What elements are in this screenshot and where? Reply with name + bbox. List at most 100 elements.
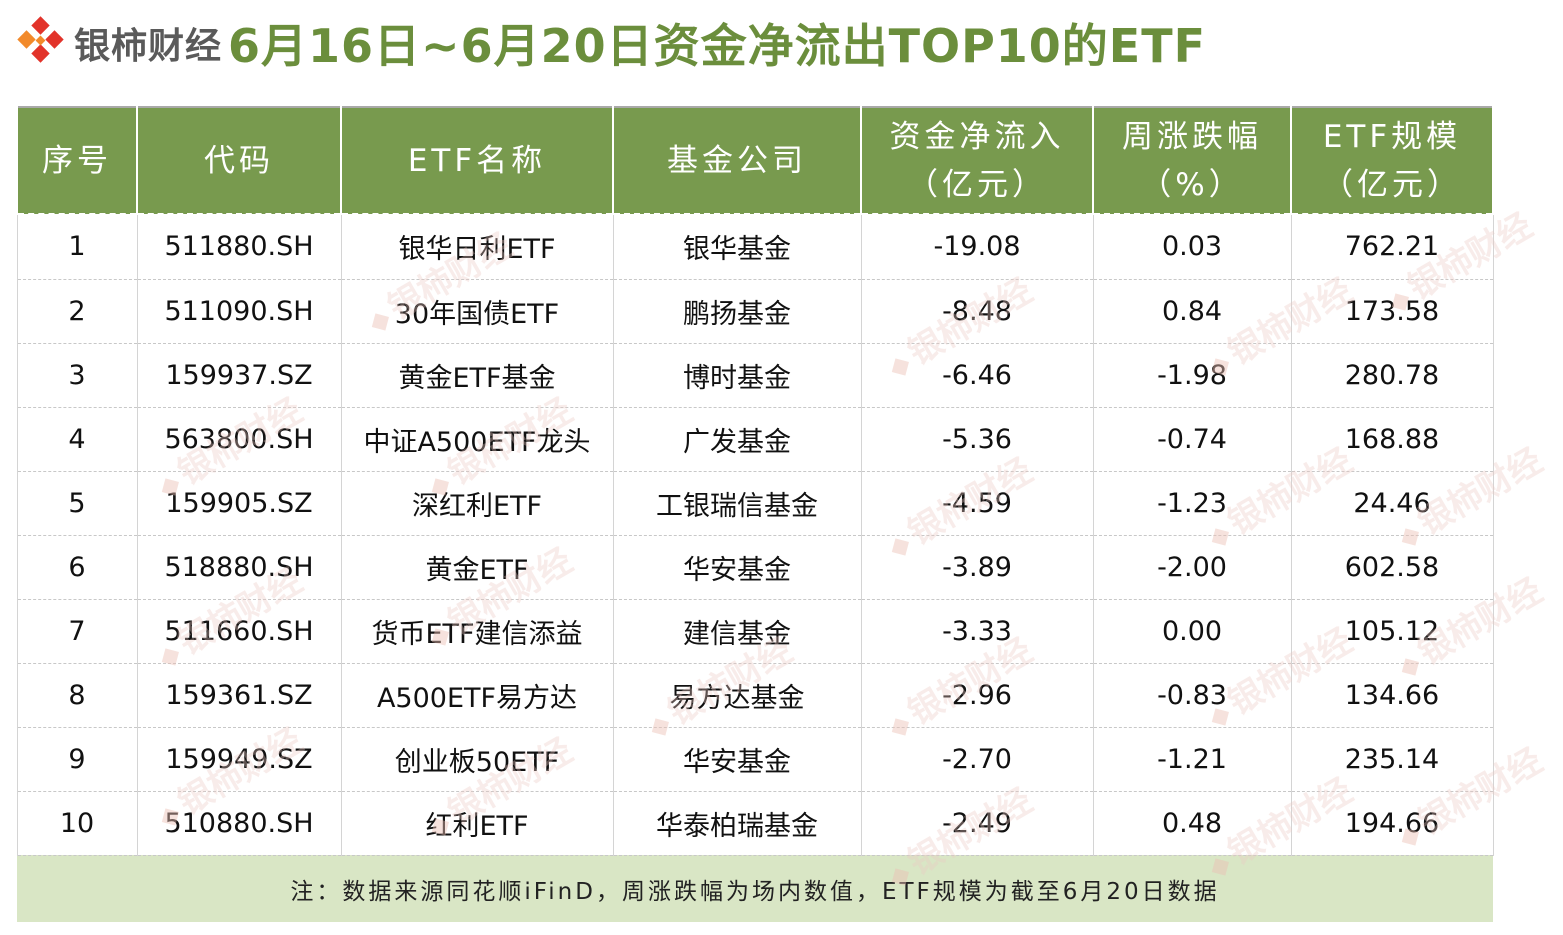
cell-etf-size: 168.88 — [1290, 407, 1494, 472]
header-index: 序号 — [16, 107, 138, 215]
cell-index: 5 — [16, 471, 138, 536]
cell-fund-company: 广发基金 — [612, 407, 862, 472]
table-row: 4 563800.SH 中证A500ETF龙头 广发基金 -5.36 -0.74 168.8… — [16, 407, 1494, 472]
cell-net-inflow: -2.96 — [860, 663, 1094, 728]
header-unit: （亿元） — [1322, 166, 1462, 203]
table-row: 6 518880.SH 黄金ETF 华安基金 -3.89 -2.00 602.58 — [16, 535, 1494, 600]
cell-index: 4 — [16, 407, 138, 472]
cell-net-inflow: -2.70 — [860, 727, 1094, 792]
table-row: 2 511090.SH 30年国债ETF 鹏扬基金 -8.48 0.84 173.58 — [16, 279, 1494, 344]
cell-weekly-change: -1.98 — [1092, 343, 1292, 408]
header-weekly-change: 周涨跌幅 （%） — [1092, 107, 1292, 215]
cell-weekly-change: -0.83 — [1092, 663, 1292, 728]
header-net-inflow: 资金净流入 （亿元） — [860, 107, 1094, 215]
cell-etf-size: 762.21 — [1290, 214, 1494, 280]
header-label: 资金净流入 — [889, 118, 1065, 155]
table-header-row: 序号 代码 ETF名称 基金公司 资金净流入 （亿元） 周涨跌幅 （%） ETF规模 （亿元） — [16, 107, 1494, 215]
header: 银柿财经 6月16日~6月20日资金净流出TOP10的ETF — [12, 8, 1206, 78]
cell-net-inflow: -5.36 — [860, 407, 1094, 472]
cell-weekly-change: -1.23 — [1092, 471, 1292, 536]
header-label: ETF规模 — [1322, 118, 1462, 155]
cell-etf-name: 中证A500ETF龙头 — [340, 407, 614, 472]
cell-etf-size: 235.14 — [1290, 727, 1494, 792]
etf-outflow-table-container: 序号 代码 ETF名称 基金公司 资金净流入 （亿元） 周涨跌幅 （%） ETF规模 （亿元） 1… — [16, 106, 1494, 922]
cell-fund-company: 鹏扬基金 — [612, 279, 862, 344]
header-label: ETF名称 — [407, 142, 547, 179]
cell-net-inflow: -4.59 — [860, 471, 1094, 536]
table-row: 8 159361.SZ A500ETF易方达 易方达基金 -2.96 -0.83 134.6… — [16, 663, 1494, 728]
cell-code: 159949.SZ — [136, 727, 342, 792]
cell-weekly-change: -2.00 — [1092, 535, 1292, 600]
cell-weekly-change: 0.00 — [1092, 599, 1292, 664]
header-label: 基金公司 — [667, 142, 807, 179]
cell-code: 511090.SH — [136, 279, 342, 344]
header-unit: （亿元） — [907, 166, 1047, 203]
cell-fund-company: 华安基金 — [612, 727, 862, 792]
cell-weekly-change: 0.84 — [1092, 279, 1292, 344]
cell-net-inflow: -6.46 — [860, 343, 1094, 408]
footnote-row: 注：数据来源同花顺iFinD，周涨跌幅为场内数值，ETF规模为截至6月20日数据 — [17, 855, 1493, 922]
cell-net-inflow: -3.89 — [860, 535, 1094, 600]
table-row: 5 159905.SZ 深红利ETF 工银瑞信基金 -4.59 -1.23 24.46 — [16, 471, 1494, 536]
cell-index: 8 — [16, 663, 138, 728]
cell-weekly-change: 0.48 — [1092, 791, 1292, 856]
cell-fund-company: 易方达基金 — [612, 663, 862, 728]
cell-index: 9 — [16, 727, 138, 792]
table-body: 1 511880.SH 银华日利ETF 银华基金 -19.08 0.03 762.21 2 51… — [16, 214, 1494, 856]
cell-code: 518880.SH — [136, 535, 342, 600]
brand-name: 银柿财经 — [74, 26, 223, 67]
table-row: 7 511660.SH 货币ETF建信添益 建信基金 -3.33 0.00 105.12 — [16, 599, 1494, 664]
cell-etf-size: 194.66 — [1290, 791, 1494, 856]
cell-fund-company: 建信基金 — [612, 599, 862, 664]
header-label: 序号 — [42, 142, 112, 179]
cell-etf-size: 173.58 — [1290, 279, 1494, 344]
cell-code: 159361.SZ — [136, 663, 342, 728]
cell-etf-size: 24.46 — [1290, 471, 1494, 536]
cell-etf-size: 280.78 — [1290, 343, 1494, 408]
cell-code: 159905.SZ — [136, 471, 342, 536]
cell-net-inflow: -19.08 — [860, 214, 1094, 280]
cell-fund-company: 工银瑞信基金 — [612, 471, 862, 536]
table-row: 3 159937.SZ 黄金ETF基金 博时基金 -6.46 -1.98 280.78 — [16, 343, 1494, 408]
cell-etf-name: 创业板50ETF — [340, 727, 614, 792]
cell-index: 7 — [16, 599, 138, 664]
header-etf-name: ETF名称 — [340, 107, 614, 215]
footnote: 注：数据来源同花顺iFinD，周涨跌幅为场内数值，ETF规模为截至6月20日数据 — [17, 855, 1493, 922]
page-title: 6月16日~6月20日资金净流出TOP10的ETF — [228, 19, 1207, 73]
cell-etf-name: 红利ETF — [340, 791, 614, 856]
cell-net-inflow: -2.49 — [860, 791, 1094, 856]
cell-weekly-change: -1.21 — [1092, 727, 1292, 792]
table-row: 10 510880.SH 红利ETF 华泰柏瑞基金 -2.49 0.48 194.66 — [16, 791, 1494, 856]
cell-etf-size: 105.12 — [1290, 599, 1494, 664]
cell-etf-name: 黄金ETF — [340, 535, 614, 600]
cell-weekly-change: -0.74 — [1092, 407, 1292, 472]
header-code: 代码 — [136, 107, 342, 215]
brand-logo-icon — [12, 15, 68, 71]
cell-index: 1 — [16, 214, 138, 280]
cell-index: 2 — [16, 279, 138, 344]
cell-etf-name: 银华日利ETF — [340, 214, 614, 280]
etf-outflow-table: 序号 代码 ETF名称 基金公司 资金净流入 （亿元） 周涨跌幅 （%） ETF规模 （亿元） 1… — [16, 106, 1494, 922]
cell-weekly-change: 0.03 — [1092, 214, 1292, 280]
cell-etf-size: 134.66 — [1290, 663, 1494, 728]
header-fund-company: 基金公司 — [612, 107, 862, 215]
header-unit: （%） — [1140, 166, 1244, 203]
header-etf-size: ETF规模 （亿元） — [1290, 107, 1494, 215]
cell-fund-company: 银华基金 — [612, 214, 862, 280]
cell-net-inflow: -3.33 — [860, 599, 1094, 664]
cell-code: 159937.SZ — [136, 343, 342, 408]
cell-etf-size: 602.58 — [1290, 535, 1494, 600]
cell-fund-company: 华安基金 — [612, 535, 862, 600]
cell-fund-company: 博时基金 — [612, 343, 862, 408]
cell-etf-name: 货币ETF建信添益 — [340, 599, 614, 664]
cell-fund-company: 华泰柏瑞基金 — [612, 791, 862, 856]
cell-etf-name: 深红利ETF — [340, 471, 614, 536]
cell-code: 563800.SH — [136, 407, 342, 472]
cell-etf-name: 黄金ETF基金 — [340, 343, 614, 408]
cell-index: 6 — [16, 535, 138, 600]
header-label: 周涨跌幅 — [1122, 118, 1262, 155]
cell-etf-name: 30年国债ETF — [340, 279, 614, 344]
cell-etf-name: A500ETF易方达 — [340, 663, 614, 728]
table-row: 9 159949.SZ 创业板50ETF 华安基金 -2.70 -1.21 235.14 — [16, 727, 1494, 792]
cell-index: 10 — [16, 791, 138, 856]
